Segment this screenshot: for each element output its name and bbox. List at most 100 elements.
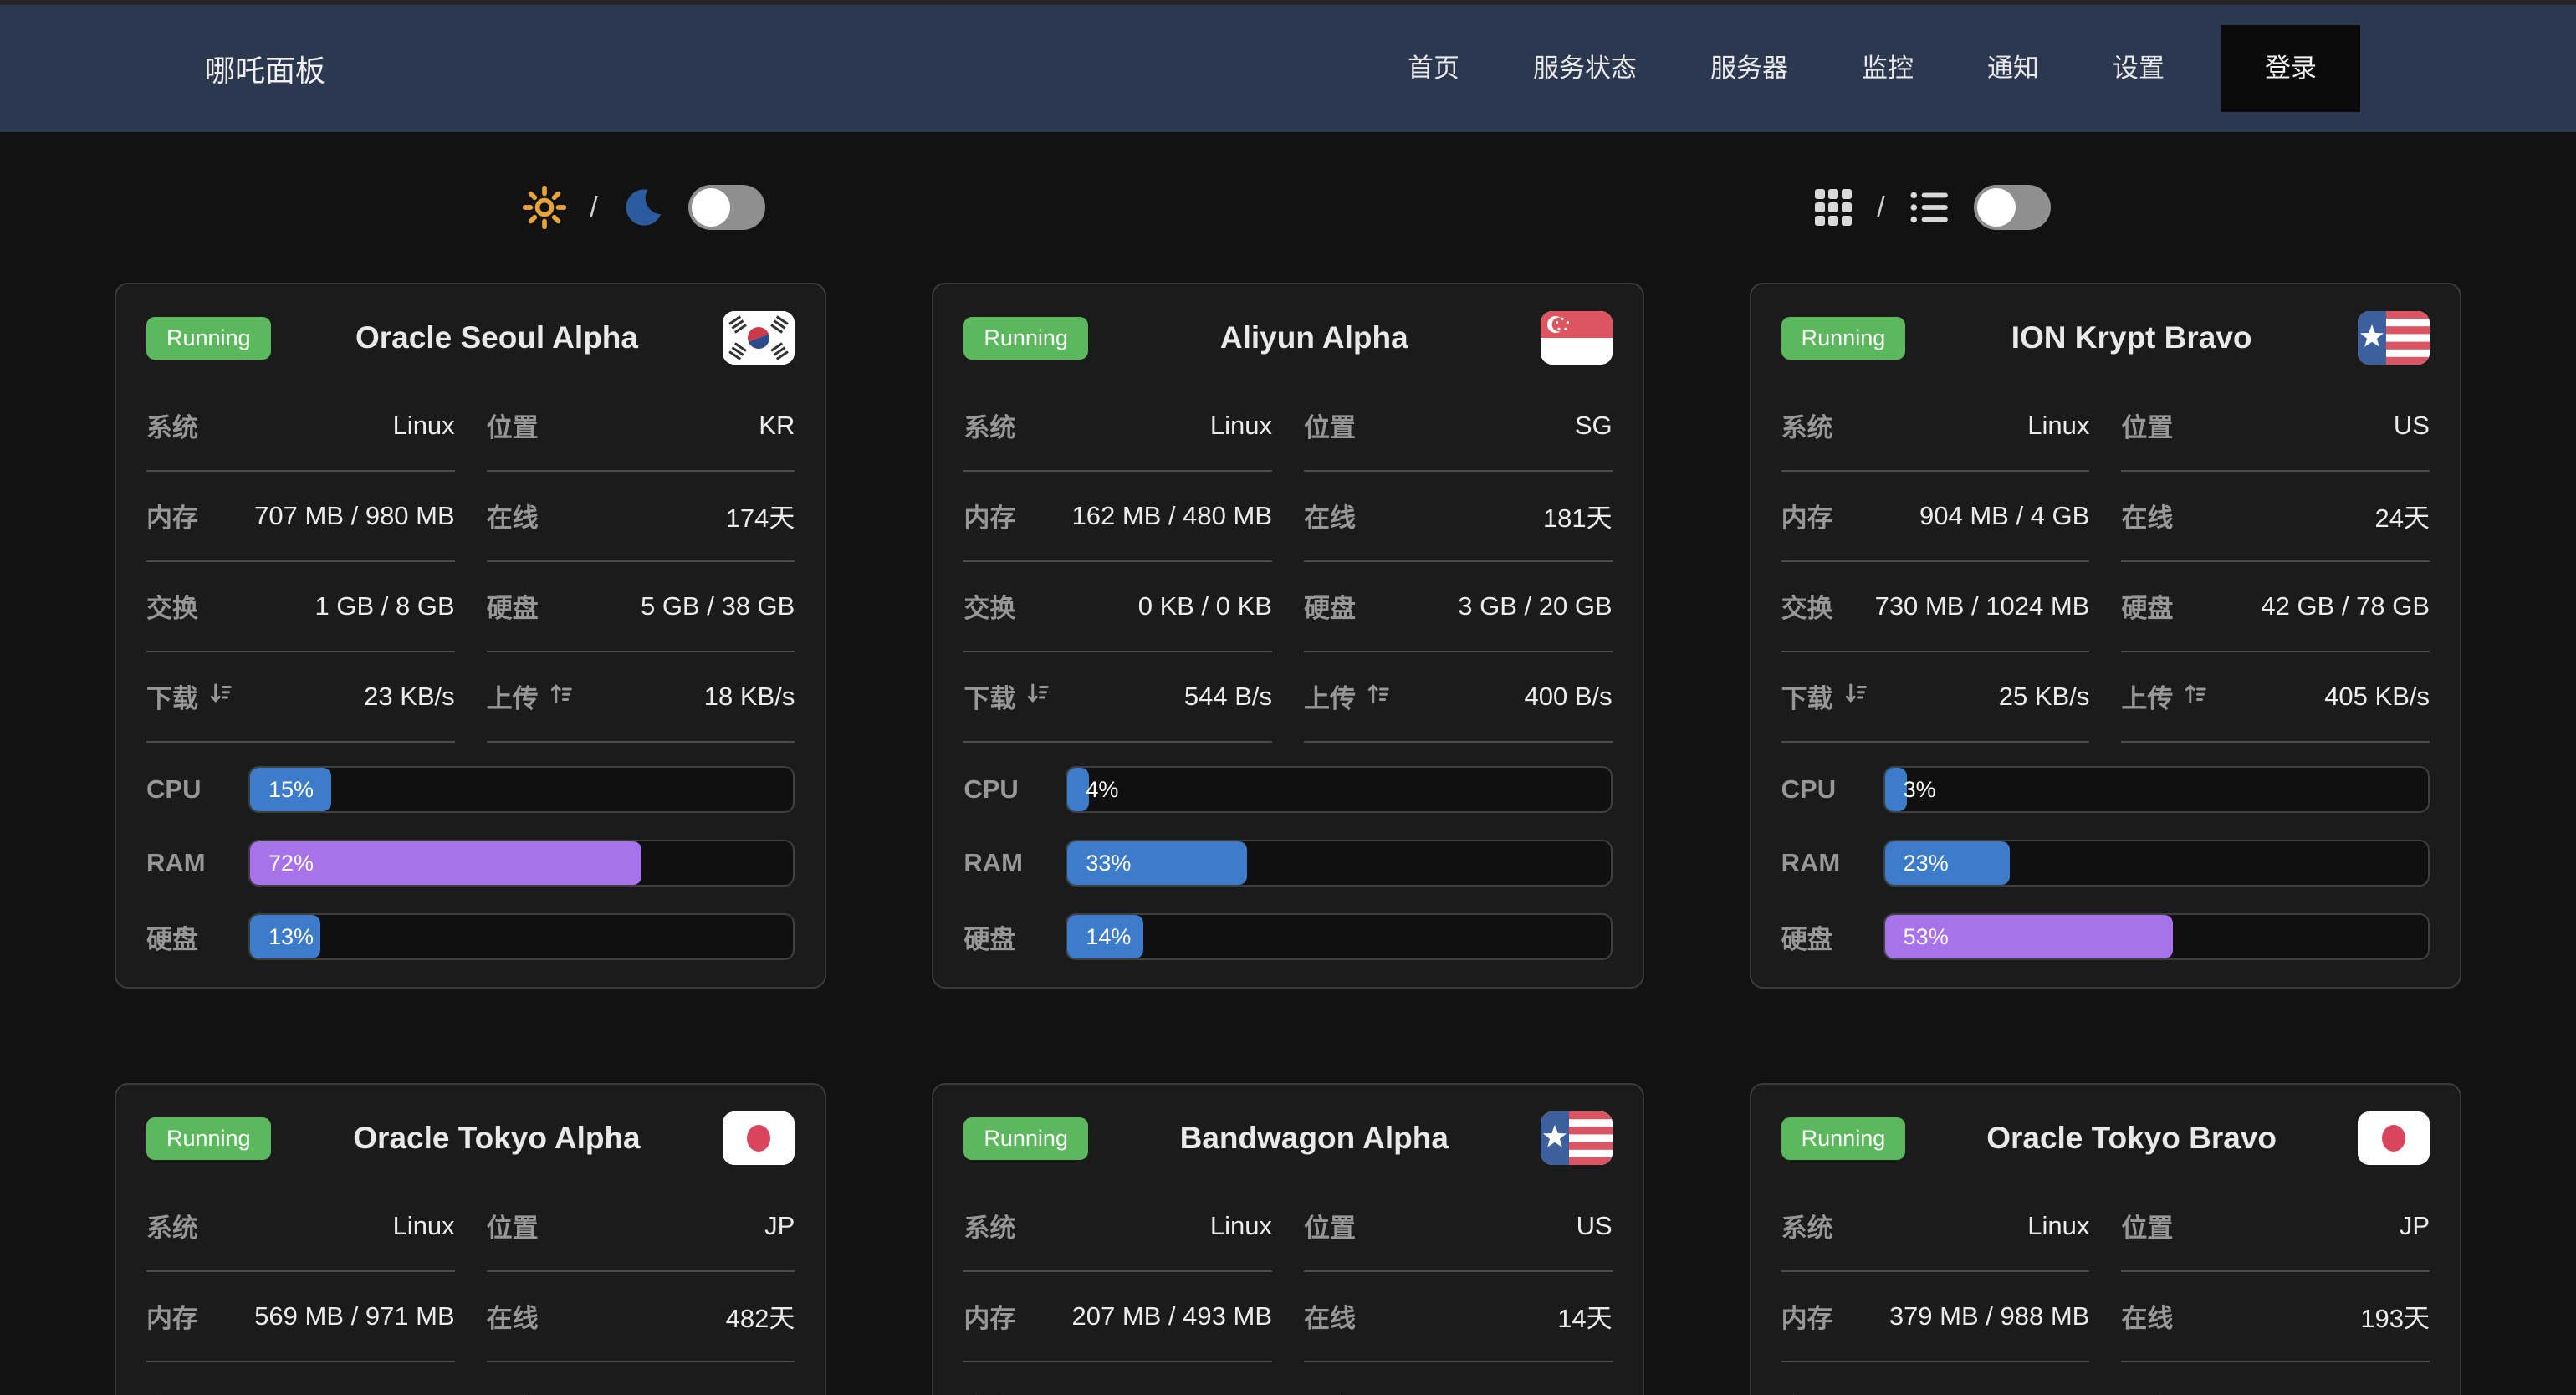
nav-item-servers[interactable]: 服务器 <box>1710 54 1788 83</box>
stat-label: 交换 <box>963 594 1016 623</box>
stat-row: 内存 379 MB / 988 MB 在线 193天 <box>1781 1272 2430 1362</box>
stat-value: 400 B/s <box>1524 681 1613 711</box>
server-card[interactable]: Running Oracle Tokyo Alpha 系统 Linux 位置 JP 内存… <box>115 1083 827 1395</box>
nav-item-monitor[interactable]: 监控 <box>1862 54 1914 83</box>
card-header: Running Oracle Tokyo Alpha <box>146 1111 795 1165</box>
stat-cell-location: 位置 KR <box>486 381 795 472</box>
stat-row: 系统 Linux 位置 JP <box>1781 1182 2430 1272</box>
stat-label: 硬盘 <box>2121 1387 2173 1395</box>
stat-cell-uptime: 在线 24天 <box>2121 472 2430 562</box>
server-name: Oracle Tokyo Alpha <box>353 1121 641 1155</box>
ram-progress-value: 23% <box>1903 850 1949 876</box>
stat-label: 位置 <box>486 1214 539 1243</box>
stat-value: 14天 <box>1557 1304 1613 1333</box>
ram-bar-row: RAM 72% <box>146 840 795 887</box>
server-card[interactable]: Running Oracle Tokyo Bravo 系统 Linux 位置 JP 内存… <box>1749 1083 2461 1395</box>
stat-cell-location: 位置 US <box>2121 381 2430 472</box>
stat-label: 位置 <box>486 413 539 442</box>
stat-rows: 系统 Linux 位置 JP 内存 569 MB / 971 MB 在线 482天交换 463 … <box>146 1182 795 1395</box>
flag-icon-us <box>1540 1111 1613 1165</box>
stat-cell-os: 系统 Linux <box>963 381 1272 472</box>
toggle-row: / / <box>0 164 2576 251</box>
ram-bar-label: RAM <box>963 848 1023 877</box>
stat-label: 位置 <box>2121 413 2174 442</box>
status-badge: Running <box>963 316 1088 360</box>
server-card[interactable]: Running Aliyun Alpha 系统 Linux 位置 SG 内存 162 MB… <box>932 283 1644 989</box>
stat-cell-location: 位置 JP <box>2121 1182 2430 1272</box>
stat-rows: 系统 Linux 位置 JP 内存 379 MB / 988 MB 在线 193天交换 398 … <box>1781 1182 2430 1395</box>
stat-cell-os: 系统 Linux <box>146 381 455 472</box>
theme-switch-knob <box>691 188 730 227</box>
server-card[interactable]: Running Bandwagon Alpha 系统 Linux 位置 US 内存 207… <box>932 1083 1644 1395</box>
stat-label: 硬盘 <box>1304 594 1356 623</box>
view-switch[interactable] <box>1973 185 2051 230</box>
stat-value: 0 KB / 0 KB <box>1137 590 1272 621</box>
stat-value: JP <box>2399 1210 2430 1240</box>
stat-label: 在线 <box>486 1304 539 1333</box>
login-button[interactable]: 登录 <box>2221 25 2360 112</box>
theme-toggle-group: / <box>0 164 1288 251</box>
stat-label: 位置 <box>1304 413 1356 442</box>
server-card[interactable]: Running Oracle Seoul Alpha 系统 Linux 位置 KR 内存… <box>115 283 827 989</box>
nav-item-notify[interactable]: 通知 <box>1987 54 2039 83</box>
stat-value: US <box>2393 410 2430 440</box>
ram-progress-fill <box>1884 841 2010 885</box>
stat-cell-uptime: 在线 14天 <box>1304 1272 1613 1362</box>
upload-arrow-icon <box>2183 681 2208 713</box>
nav-item-status[interactable]: 服务状态 <box>1533 54 1637 83</box>
stat-label: 交换 <box>146 594 198 623</box>
stat-label: 在线 <box>486 503 539 533</box>
stat-label: 系统 <box>963 413 1016 442</box>
ram-bar-row: RAM 23% <box>1781 840 2430 887</box>
cpu-bar-label: CPU <box>963 774 1019 804</box>
stat-cell-disk: 硬盘 7 GB / 38 GB <box>2121 1362 2430 1395</box>
card-header: Running Bandwagon Alpha <box>963 1111 1613 1165</box>
stat-label: 在线 <box>2121 1304 2174 1333</box>
cpu-progress-value: 3% <box>1903 776 1936 802</box>
stat-cell-os: 系统 Linux <box>1781 381 2090 472</box>
cpu-bar-row: CPU 15% <box>146 766 795 813</box>
stat-label: 位置 <box>2121 1214 2174 1243</box>
flag-icon-us <box>2357 311 2430 365</box>
stat-cell-location: 位置 SG <box>1304 381 1613 472</box>
nav-menu: 首页 服务状态 服务器 监控 通知 设置 登录 <box>1371 5 2360 132</box>
stat-label: 上传 <box>2121 677 2208 715</box>
stat-value: 174天 <box>725 503 795 533</box>
stat-row: 内存 569 MB / 971 MB 在线 482天 <box>146 1272 795 1362</box>
stat-value: 132 MB / 132 MB <box>1071 1392 1272 1395</box>
ram-progress-fill <box>250 841 641 885</box>
stat-label: 位置 <box>1304 1214 1356 1243</box>
stat-cell-location: 位置 US <box>1304 1182 1613 1272</box>
theme-switch[interactable] <box>687 185 765 230</box>
stat-value: 24天 <box>2374 503 2430 533</box>
stat-label: 内存 <box>963 1304 1016 1333</box>
stat-label: 上传 <box>1304 677 1391 715</box>
cpu-bar-row: CPU 4% <box>963 766 1613 813</box>
status-badge: Running <box>1781 316 1906 360</box>
server-name: Bandwagon Alpha <box>1179 1121 1449 1155</box>
status-badge: Running <box>146 1117 271 1160</box>
stat-cell-swap: 交换 463 MB / 8 GB <box>146 1362 455 1395</box>
stat-label: 内存 <box>1781 1304 1833 1333</box>
stat-value: 7 GB / 38 GB <box>2276 1392 2430 1395</box>
server-card[interactable]: Running ION Krypt Bravo 系统 Linux 位置 US 内存 904… <box>1749 283 2461 989</box>
stat-row: 内存 707 MB / 980 MB 在线 174天 <box>146 472 795 562</box>
ram-progress-value: 33% <box>1086 850 1132 876</box>
stat-label: 交换 <box>146 1387 198 1395</box>
stat-value: 8 GB / 38 GB <box>641 1392 795 1395</box>
stat-cell-download: 下载 544 B/s <box>963 652 1272 743</box>
stat-row: 内存 162 MB / 480 MB 在线 181天 <box>963 472 1613 562</box>
stat-label: 在线 <box>1304 503 1356 533</box>
card-header: Running Oracle Seoul Alpha <box>146 311 795 365</box>
stat-value: 207 MB / 493 MB <box>1071 1300 1272 1331</box>
server-name: ION Krypt Bravo <box>2011 320 2252 355</box>
stat-cell-uptime: 在线 174天 <box>486 472 795 562</box>
nav-item-settings[interactable]: 设置 <box>2113 54 2165 83</box>
disk-progress-value: 13% <box>268 923 314 949</box>
nav-item-home[interactable]: 首页 <box>1408 54 1459 83</box>
server-name: Aliyun Alpha <box>1219 320 1408 355</box>
usage-bars: CPU 15% RAM 72% 硬盘 13% <box>146 766 795 960</box>
disk-progress-fill <box>1884 915 2173 958</box>
ram-bar-row: RAM 33% <box>963 840 1613 887</box>
stat-label: 系统 <box>146 1214 198 1243</box>
